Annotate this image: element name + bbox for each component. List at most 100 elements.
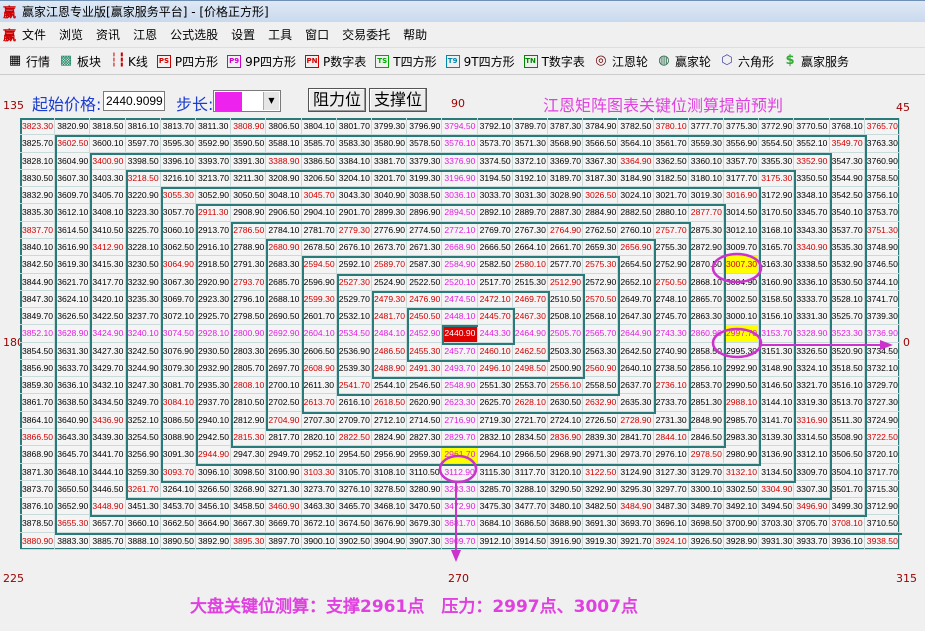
menu-item[interactable]: 设置 [231,27,256,42]
grid-cell: 2752.90 [653,256,689,274]
grid-cell: 3542.50 [829,187,865,205]
grid-cell: 3093.70 [160,463,196,481]
menu-item[interactable]: 浏览 [59,27,84,42]
grid-cell: 2601.70 [301,308,337,326]
grid-cell: 3256.90 [125,446,161,464]
grid-cell: 2870.50 [688,256,724,274]
toolbar-button[interactable]: ◍ 赢家轮 [657,53,711,70]
grid-cell: 2707.30 [301,411,337,430]
grid-cell: 2712.10 [372,411,408,430]
grid-cell: 3820.90 [55,118,91,136]
toolbar-button[interactable]: $ 赢家服务 [783,53,849,70]
spiral-wall [372,377,586,380]
menu-item[interactable]: 窗口 [305,27,330,42]
grid-cell: 3304.90 [759,480,795,499]
grid-cell: 3076.90 [160,342,196,360]
grid-cell: 3381.70 [372,152,408,170]
step-select[interactable]: ▼ [213,90,281,112]
grid-cell: 2457.70 [442,342,478,360]
spiral-wall [55,532,902,535]
grid-cell: 2844.10 [653,429,689,447]
grid-cell: 2985.70 [724,411,760,430]
app-menu-logo-icon[interactable]: 赢 [3,28,17,44]
toolbar-button[interactable]: PN P数字表 [305,53,366,70]
grid-cell: 2779.30 [336,221,372,239]
grid-cell: 3813.70 [160,118,196,136]
grid-cell: 2954.50 [336,446,372,464]
toolbar-button[interactable]: ▦ 行情 [8,53,50,70]
grid-cell: 2577.70 [548,256,584,274]
grid-cell: 3002.50 [724,290,760,309]
grid-cell: 2654.50 [618,256,654,274]
toolbar-button[interactable]: TN T数字表 [523,53,585,70]
toolbar-button[interactable]: PS P四方形 [156,53,218,70]
toolbar-button[interactable]: T9 9T四方形 [445,53,515,70]
menu-item[interactable]: 工具 [268,27,293,42]
toolbar-button[interactable]: ┆┇ K线 [110,53,148,70]
grid-cell: 3223.30 [125,204,161,222]
grid-cell: 3468.10 [372,498,408,516]
grid-cell: 3494.50 [759,498,795,516]
grid-cell: 3232.90 [125,273,161,291]
grid-cell: 2925.70 [196,308,232,326]
menu-item[interactable]: 公式选股 [170,27,219,42]
support-button[interactable]: 支撑位 [369,88,428,112]
menu-item[interactable]: 帮助 [403,27,428,42]
menu-item[interactable]: 江恩 [133,27,158,42]
grid-cell: 3547.30 [829,152,865,170]
grid-cell: 2697.70 [266,359,302,378]
grid-cell: 3799.30 [372,118,408,136]
grid-cell: 3136.90 [759,446,795,464]
grid-cell: 3436.90 [90,411,126,430]
menu-bar: 赢 文件 浏览 资讯 江恩 公式选股 设置 工具 窗口 交易委托 帮助 [0,23,925,45]
grid-cell: 3271.30 [266,480,302,499]
grid-cell: 3880.90 [20,532,56,550]
chevron-down-icon[interactable]: ▼ [263,92,279,110]
grid-cell: 3504.10 [829,463,865,481]
grid-cell: 2666.50 [477,238,513,257]
grid-cell: 3237.70 [125,308,161,326]
grid-cell: 2872.90 [688,238,724,257]
grid-cell: 3578.50 [407,135,443,153]
grid-cell: 3885.70 [90,532,126,550]
grid-cell: 2594.50 [301,256,337,274]
toolbar-button[interactable]: ▩ 板块 [59,53,101,70]
menu-item[interactable]: 资讯 [96,27,121,42]
toolbar-button[interactable]: P9 9P四方形 [227,53,296,70]
grid-cell: 2721.70 [512,411,548,430]
grid-cell: 3297.70 [653,480,689,499]
grid-cell: 3528.10 [829,290,865,309]
grid-cell: 2968.90 [548,446,584,464]
grid-cell: 3060.10 [160,221,196,239]
toolbar-button[interactable]: ◎ 江恩轮 [594,53,648,70]
grid-cell: 3252.10 [125,411,161,430]
grid-cell: 3379.30 [407,152,443,170]
grid-cell: 2481.70 [372,308,408,326]
start-price-input[interactable] [103,91,165,111]
grid-cell: 3832.90 [20,187,56,205]
grid-cell: 3705.70 [794,515,830,533]
grid-cell: 3604.90 [55,152,91,170]
grid-cell: 2992.90 [724,359,760,378]
toolbar-button[interactable]: TS T四方形 [375,53,437,70]
grid-cell: 3038.50 [407,187,443,205]
grid-cell: 3295.30 [618,480,654,499]
toolbar-button[interactable]: ⬡ 六角形 [720,53,774,70]
menu-item[interactable]: 文件 [22,27,47,42]
grid-cell: 3686.50 [512,515,548,533]
toolbar-button-label: T四方形 [393,54,437,69]
grid-cell: 3345.70 [794,204,830,222]
grid-cell: 2709.70 [336,411,372,430]
menu-item[interactable]: 交易委托 [342,27,391,42]
grid-cell: 2575.30 [583,256,619,274]
grid-cell: 2964.10 [477,446,513,464]
grid-cell: 2776.90 [372,221,408,239]
resistance-button[interactable]: 阻力位 [308,88,367,112]
grid-cell: 2608.90 [301,359,337,378]
grid-cell: 2623.30 [442,394,478,412]
grid-cell: 3847.30 [20,290,56,309]
grid-cell: 2714.50 [407,411,443,430]
grid-cell: 3220.90 [125,187,161,205]
grid-cell: 2851.30 [688,394,724,412]
gann-price-square-grid: 3823.30 3820.90 3818.50 3816.10 3813.70 3811.… [20,118,902,550]
